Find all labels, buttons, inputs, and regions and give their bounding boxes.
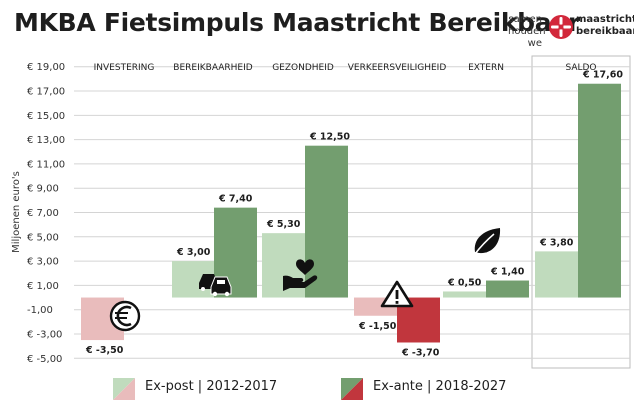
bar-exante-gezondheid xyxy=(305,145,348,298)
y-tick-label: € -5,00 xyxy=(27,354,62,365)
traffic-cars-icon xyxy=(199,274,232,297)
category-label-saldo: SALDO xyxy=(565,63,596,73)
y-tick-label: € 11,00 xyxy=(27,159,65,170)
data-label: € 3,80 xyxy=(539,237,574,248)
y-tick-label: € -3,00 xyxy=(27,329,62,340)
y-tick-label: € 5,00 xyxy=(27,232,59,243)
category-label-extern: EXTERN xyxy=(468,63,504,73)
category-label-investering: INVESTERING xyxy=(94,63,155,73)
y-axis-label: Miljoenen euro's xyxy=(11,171,22,253)
bars xyxy=(81,83,621,343)
brand-name-line-2: bereikbaar.nl xyxy=(576,26,634,37)
data-label: € 3,00 xyxy=(176,247,211,258)
data-label: € 1,40 xyxy=(490,267,525,278)
bar-expost-extern xyxy=(443,291,486,298)
bar-expost-saldo xyxy=(535,251,578,298)
legend-swatch-exante xyxy=(341,378,363,400)
data-label: € 0,50 xyxy=(447,277,482,288)
legend-swatch-expost xyxy=(113,378,135,400)
data-label: € 17,60 xyxy=(582,70,623,81)
gridlines xyxy=(74,66,630,359)
brand-name-line-1: maastricht xyxy=(576,14,634,25)
data-label: € -3,70 xyxy=(401,347,440,358)
bar-exante-saldo xyxy=(578,83,621,298)
brand-logo-block: samen houden we maastricht bereikbaar.nl xyxy=(508,12,634,49)
y-axis-ticks: € 19,00 € 17,00 € 15,00 € 13,00 € 11,00 € 9,0… xyxy=(27,62,65,365)
heart-in-hand-icon xyxy=(283,259,318,291)
y-tick-label: € 15,00 xyxy=(27,111,65,122)
data-label: € -3,50 xyxy=(85,345,124,356)
brand-tagline: samen houden we xyxy=(508,14,546,50)
brand-star-icon xyxy=(549,15,573,39)
data-label: € 5,30 xyxy=(266,219,301,230)
warning-triangle-icon xyxy=(380,280,414,308)
y-tick-label: € 9,00 xyxy=(27,184,59,195)
y-tick-label: € 17,00 xyxy=(27,87,65,98)
data-label: € 12,50 xyxy=(309,132,350,143)
brand-name: maastricht bereikbaar.nl xyxy=(576,14,634,38)
category-label-bereikbaarheid: BEREIKBAARHEID xyxy=(173,63,252,73)
category-headers: INVESTERING BEREIKBAARHEID GEZONDHEID VERKE… xyxy=(94,63,597,73)
y-tick-label: -1,00 xyxy=(27,305,53,316)
y-tick-label: € 19,00 xyxy=(27,62,65,73)
y-tick-label: € 7,00 xyxy=(27,208,59,219)
y-tick-label: € 13,00 xyxy=(27,135,65,146)
euro-coin-icon xyxy=(109,300,141,332)
data-labels: € -3,50 € 3,00 € 5,30 € -1,50 € 0,50 € 3,80 € … xyxy=(85,70,623,359)
data-label: € -1,50 xyxy=(358,321,397,332)
chart-title: MKBA Fietsimpuls Maastricht Bereikbaar xyxy=(14,8,580,37)
leaf-icon xyxy=(474,228,501,255)
category-label-gezondheid: GEZONDHEID xyxy=(272,63,334,73)
data-label: € 7,40 xyxy=(218,194,253,205)
category-label-verkeersveiligheid: VERKEERSVEILIGHEID xyxy=(348,63,447,73)
legend-label-exante: Ex-ante | 2018-2027 xyxy=(373,379,507,394)
legend-label-expost: Ex-post | 2012-2017 xyxy=(145,379,278,394)
y-tick-label: € 1,00 xyxy=(27,281,59,292)
brand-tagline-line-1: samen xyxy=(508,14,542,25)
bar-exante-extern xyxy=(486,280,529,298)
brand-tagline-line-2: houden we xyxy=(508,26,546,49)
y-tick-label: € 3,00 xyxy=(27,257,59,268)
category-icons xyxy=(109,228,501,332)
